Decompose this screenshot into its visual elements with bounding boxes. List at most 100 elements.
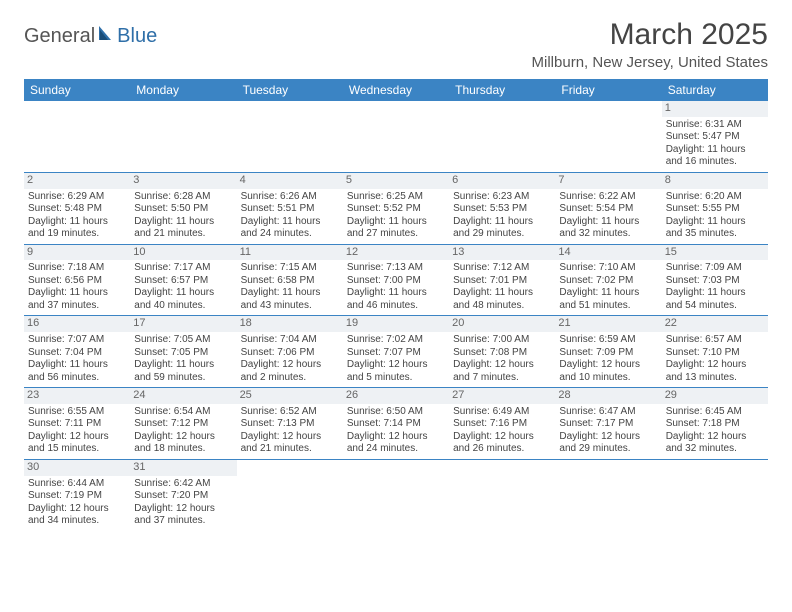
sunset-text: Sunset: 7:01 PM <box>453 275 551 288</box>
daylight-text: and 35 minutes. <box>666 228 764 241</box>
daylight-text: and 26 minutes. <box>453 443 551 456</box>
calendar-cell <box>237 101 343 172</box>
sunset-text: Sunset: 6:56 PM <box>28 275 126 288</box>
weekday-header: Sunday <box>24 79 130 101</box>
daylight-text: and 46 minutes. <box>347 300 445 313</box>
daylight-text: Daylight: 11 hours <box>347 216 445 229</box>
calendar-row: 16Sunrise: 7:07 AMSunset: 7:04 PMDayligh… <box>24 316 768 388</box>
calendar-cell: 26Sunrise: 6:50 AMSunset: 7:14 PMDayligh… <box>343 388 449 460</box>
daylight-text: and 21 minutes. <box>241 443 339 456</box>
daylight-text: Daylight: 11 hours <box>559 216 657 229</box>
daylight-text: and 56 minutes. <box>28 372 126 385</box>
day-number: 15 <box>662 245 768 261</box>
day-number: 31 <box>130 460 236 476</box>
daylight-text: Daylight: 11 hours <box>134 216 232 229</box>
calendar-cell: 23Sunrise: 6:55 AMSunset: 7:11 PMDayligh… <box>24 388 130 460</box>
daylight-text: and 32 minutes. <box>666 443 764 456</box>
day-number: 13 <box>449 245 555 261</box>
sunset-text: Sunset: 7:16 PM <box>453 418 551 431</box>
day-number: 12 <box>343 245 449 261</box>
calendar-row: 1Sunrise: 6:31 AMSunset: 5:47 PMDaylight… <box>24 101 768 172</box>
sunset-text: Sunset: 6:57 PM <box>134 275 232 288</box>
calendar-cell: 15Sunrise: 7:09 AMSunset: 7:03 PMDayligh… <box>662 244 768 316</box>
daylight-text: Daylight: 12 hours <box>28 431 126 444</box>
daylight-text: and 18 minutes. <box>134 443 232 456</box>
weekday-header: Tuesday <box>237 79 343 101</box>
sunrise-text: Sunrise: 6:28 AM <box>134 191 232 204</box>
sunset-text: Sunset: 7:11 PM <box>28 418 126 431</box>
calendar-cell: 17Sunrise: 7:05 AMSunset: 7:05 PMDayligh… <box>130 316 236 388</box>
day-number: 6 <box>449 173 555 189</box>
daylight-text: Daylight: 12 hours <box>666 359 764 372</box>
sunrise-text: Sunrise: 6:22 AM <box>559 191 657 204</box>
sunset-text: Sunset: 5:54 PM <box>559 203 657 216</box>
sunrise-text: Sunrise: 6:50 AM <box>347 406 445 419</box>
daylight-text: Daylight: 12 hours <box>666 431 764 444</box>
sunrise-text: Sunrise: 6:42 AM <box>134 478 232 491</box>
sunrise-text: Sunrise: 6:44 AM <box>28 478 126 491</box>
logo-text-2: Blue <box>117 25 157 48</box>
day-number: 14 <box>555 245 661 261</box>
day-number: 17 <box>130 316 236 332</box>
daylight-text: and 54 minutes. <box>666 300 764 313</box>
header: General Blue March 2025 Millburn, New Je… <box>24 18 768 71</box>
sunrise-text: Sunrise: 6:25 AM <box>347 191 445 204</box>
sunset-text: Sunset: 7:13 PM <box>241 418 339 431</box>
sunset-text: Sunset: 5:53 PM <box>453 203 551 216</box>
daylight-text: and 7 minutes. <box>453 372 551 385</box>
sunrise-text: Sunrise: 6:23 AM <box>453 191 551 204</box>
calendar-cell: 4Sunrise: 6:26 AMSunset: 5:51 PMDaylight… <box>237 172 343 244</box>
calendar-cell: 22Sunrise: 6:57 AMSunset: 7:10 PMDayligh… <box>662 316 768 388</box>
logo-text-1: General <box>24 25 95 48</box>
sunrise-text: Sunrise: 6:49 AM <box>453 406 551 419</box>
sunset-text: Sunset: 5:50 PM <box>134 203 232 216</box>
daylight-text: and 29 minutes. <box>453 228 551 241</box>
daylight-text: Daylight: 11 hours <box>666 216 764 229</box>
sunrise-text: Sunrise: 7:00 AM <box>453 334 551 347</box>
day-number: 23 <box>24 388 130 404</box>
sunrise-text: Sunrise: 6:20 AM <box>666 191 764 204</box>
calendar-cell <box>237 459 343 530</box>
sunrise-text: Sunrise: 7:15 AM <box>241 262 339 275</box>
sunset-text: Sunset: 7:17 PM <box>559 418 657 431</box>
weekday-header: Saturday <box>662 79 768 101</box>
sunrise-text: Sunrise: 6:52 AM <box>241 406 339 419</box>
daylight-text: and 2 minutes. <box>241 372 339 385</box>
sunset-text: Sunset: 5:52 PM <box>347 203 445 216</box>
daylight-text: and 51 minutes. <box>559 300 657 313</box>
sail-icon <box>97 24 117 42</box>
daylight-text: and 29 minutes. <box>559 443 657 456</box>
sunset-text: Sunset: 7:03 PM <box>666 275 764 288</box>
daylight-text: and 59 minutes. <box>134 372 232 385</box>
daylight-text: Daylight: 11 hours <box>28 359 126 372</box>
sunrise-text: Sunrise: 7:02 AM <box>347 334 445 347</box>
sunset-text: Sunset: 7:19 PM <box>28 490 126 503</box>
daylight-text: and 10 minutes. <box>559 372 657 385</box>
sunset-text: Sunset: 7:09 PM <box>559 347 657 360</box>
day-number: 22 <box>662 316 768 332</box>
daylight-text: Daylight: 12 hours <box>241 431 339 444</box>
sunset-text: Sunset: 7:14 PM <box>347 418 445 431</box>
daylight-text: Daylight: 12 hours <box>134 431 232 444</box>
calendar-cell: 7 Sunrise: 6:22 AMSunset: 5:54 PMDaylight… <box>555 172 661 244</box>
calendar-cell: 27Sunrise: 6:49 AMSunset: 7:16 PMDayligh… <box>449 388 555 460</box>
sunset-text: Sunset: 7:20 PM <box>134 490 232 503</box>
daylight-text: and 27 minutes. <box>347 228 445 241</box>
calendar-cell: 16Sunrise: 7:07 AMSunset: 7:04 PMDayligh… <box>24 316 130 388</box>
calendar-cell: 11Sunrise: 7:15 AMSunset: 6:58 PMDayligh… <box>237 244 343 316</box>
calendar-cell: 29Sunrise: 6:45 AMSunset: 7:18 PMDayligh… <box>662 388 768 460</box>
sunset-text: Sunset: 7:07 PM <box>347 347 445 360</box>
daylight-text: and 24 minutes. <box>241 228 339 241</box>
day-number: 2 <box>24 173 130 189</box>
day-number: 7 <box>555 173 661 189</box>
month-title: March 2025 <box>532 18 768 52</box>
calendar-cell <box>24 101 130 172</box>
sunset-text: Sunset: 6:58 PM <box>241 275 339 288</box>
day-number: 9 <box>24 245 130 261</box>
sunrise-text: Sunrise: 6:57 AM <box>666 334 764 347</box>
daylight-text: and 16 minutes. <box>666 156 764 169</box>
calendar-cell: 10Sunrise: 7:17 AMSunset: 6:57 PMDayligh… <box>130 244 236 316</box>
weekday-header: Friday <box>555 79 661 101</box>
calendar-cell <box>449 459 555 530</box>
daylight-text: Daylight: 12 hours <box>559 431 657 444</box>
